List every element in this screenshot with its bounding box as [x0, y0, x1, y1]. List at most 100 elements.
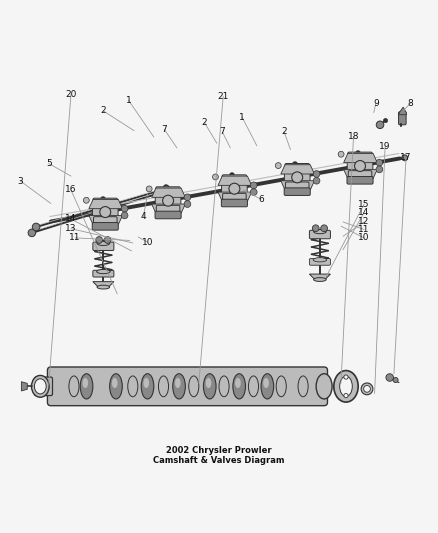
FancyBboxPatch shape — [156, 187, 180, 196]
FancyBboxPatch shape — [284, 173, 310, 183]
Text: 8: 8 — [407, 99, 413, 108]
Ellipse shape — [32, 375, 49, 397]
Ellipse shape — [110, 374, 122, 399]
Ellipse shape — [141, 374, 154, 399]
Text: 5: 5 — [46, 159, 52, 168]
FancyBboxPatch shape — [399, 112, 406, 125]
Text: 4: 4 — [141, 212, 146, 221]
Polygon shape — [152, 204, 185, 213]
Circle shape — [276, 163, 281, 168]
FancyBboxPatch shape — [92, 208, 118, 218]
Circle shape — [83, 197, 89, 203]
FancyBboxPatch shape — [47, 367, 328, 406]
Text: 3: 3 — [18, 176, 23, 185]
Ellipse shape — [97, 270, 110, 273]
Ellipse shape — [82, 378, 88, 388]
Polygon shape — [399, 107, 406, 115]
Polygon shape — [309, 274, 330, 279]
Text: 1: 1 — [126, 96, 131, 105]
Ellipse shape — [334, 370, 358, 402]
Polygon shape — [89, 199, 123, 209]
Circle shape — [376, 166, 383, 173]
Ellipse shape — [159, 376, 169, 397]
Circle shape — [121, 212, 128, 219]
Circle shape — [402, 155, 408, 161]
Polygon shape — [218, 192, 251, 201]
FancyBboxPatch shape — [285, 164, 309, 172]
Text: 13: 13 — [65, 224, 77, 233]
Text: 12: 12 — [358, 217, 370, 227]
Circle shape — [344, 375, 348, 379]
Circle shape — [376, 159, 383, 166]
Circle shape — [383, 118, 388, 123]
Circle shape — [361, 383, 373, 395]
Circle shape — [184, 201, 191, 207]
Text: 2: 2 — [101, 107, 106, 116]
Ellipse shape — [112, 378, 117, 388]
Circle shape — [251, 189, 257, 196]
Ellipse shape — [314, 230, 326, 233]
Circle shape — [100, 207, 111, 217]
Circle shape — [364, 385, 371, 392]
Circle shape — [163, 185, 170, 192]
FancyBboxPatch shape — [93, 270, 114, 277]
Circle shape — [386, 374, 393, 381]
Ellipse shape — [276, 376, 286, 397]
Ellipse shape — [203, 374, 216, 399]
Ellipse shape — [97, 241, 110, 246]
FancyBboxPatch shape — [223, 193, 246, 202]
Ellipse shape — [233, 374, 245, 399]
Ellipse shape — [313, 257, 327, 262]
FancyBboxPatch shape — [156, 205, 180, 214]
Circle shape — [312, 225, 319, 232]
Circle shape — [344, 393, 348, 398]
Polygon shape — [152, 188, 185, 197]
FancyBboxPatch shape — [92, 223, 118, 230]
Ellipse shape — [128, 376, 138, 397]
Ellipse shape — [340, 376, 352, 397]
FancyBboxPatch shape — [284, 188, 310, 196]
Text: 6: 6 — [258, 195, 264, 204]
Circle shape — [28, 229, 35, 237]
Polygon shape — [344, 169, 377, 179]
Ellipse shape — [219, 376, 229, 397]
Circle shape — [162, 195, 173, 206]
Ellipse shape — [35, 379, 46, 394]
Circle shape — [96, 237, 102, 244]
Text: 21: 21 — [218, 92, 229, 101]
Circle shape — [313, 177, 320, 184]
Ellipse shape — [80, 374, 93, 399]
Circle shape — [121, 205, 128, 212]
Ellipse shape — [235, 378, 241, 388]
Polygon shape — [344, 154, 377, 163]
Circle shape — [393, 377, 398, 383]
Text: 10: 10 — [358, 233, 370, 243]
Polygon shape — [93, 281, 114, 287]
Text: 9: 9 — [373, 99, 379, 108]
FancyBboxPatch shape — [222, 175, 247, 184]
FancyBboxPatch shape — [286, 182, 309, 190]
Ellipse shape — [143, 378, 149, 388]
Text: 1: 1 — [239, 113, 245, 122]
Circle shape — [163, 188, 170, 194]
Ellipse shape — [248, 376, 258, 397]
Polygon shape — [281, 181, 314, 190]
Text: 14: 14 — [358, 208, 370, 217]
Text: 15: 15 — [358, 200, 370, 209]
Circle shape — [376, 121, 384, 128]
Circle shape — [355, 160, 365, 172]
Ellipse shape — [298, 376, 308, 397]
FancyBboxPatch shape — [93, 198, 117, 207]
Text: 19: 19 — [379, 142, 391, 151]
FancyBboxPatch shape — [221, 199, 247, 207]
Text: 18: 18 — [348, 132, 359, 141]
Circle shape — [229, 183, 240, 194]
Text: 7: 7 — [162, 125, 167, 134]
Ellipse shape — [263, 378, 269, 388]
Circle shape — [338, 151, 344, 157]
Ellipse shape — [189, 376, 199, 397]
Text: 2: 2 — [201, 118, 207, 127]
Ellipse shape — [97, 285, 110, 289]
Polygon shape — [21, 382, 27, 391]
Polygon shape — [89, 215, 123, 225]
